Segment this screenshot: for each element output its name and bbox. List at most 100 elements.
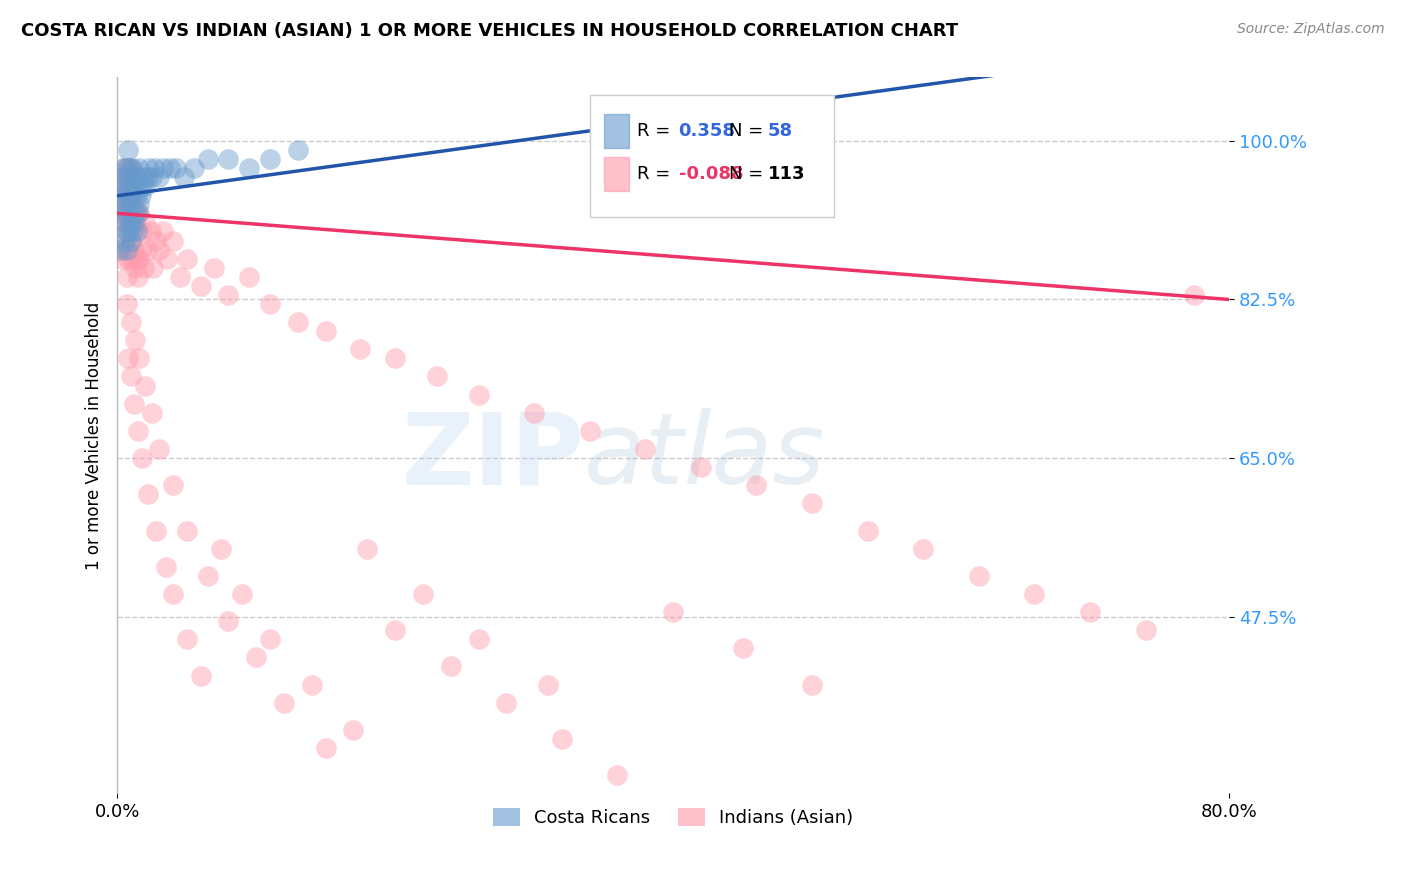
Point	[117, 197, 139, 211]
Point	[122, 179, 145, 194]
Point	[120, 315, 142, 329]
Point	[124, 333, 146, 347]
Point	[115, 297, 138, 311]
Point	[129, 188, 152, 202]
Point	[287, 315, 309, 329]
Point	[315, 324, 337, 338]
Point	[118, 243, 141, 257]
Point	[173, 170, 195, 185]
Point	[128, 197, 150, 211]
Point	[134, 378, 156, 392]
Point	[114, 188, 136, 202]
Point	[176, 632, 198, 647]
Point	[136, 243, 159, 257]
Point	[136, 487, 159, 501]
Point	[245, 650, 267, 665]
Point	[114, 225, 136, 239]
Text: ZIP: ZIP	[401, 409, 583, 506]
Point	[112, 206, 135, 220]
Point	[142, 260, 165, 275]
Point	[356, 541, 378, 556]
Text: atlas: atlas	[583, 409, 825, 506]
Point	[111, 197, 134, 211]
Point	[467, 632, 489, 647]
Point	[127, 206, 149, 220]
Point	[148, 170, 170, 185]
Point	[176, 252, 198, 266]
Point	[112, 197, 135, 211]
Point	[121, 206, 143, 220]
Text: 113: 113	[768, 165, 806, 183]
Point	[384, 624, 406, 638]
Point	[204, 260, 226, 275]
Point	[190, 278, 212, 293]
Text: R =: R =	[637, 122, 671, 140]
Point	[141, 406, 163, 420]
Point	[114, 161, 136, 175]
Point	[110, 215, 132, 229]
Y-axis label: 1 or more Vehicles in Household: 1 or more Vehicles in Household	[86, 301, 103, 569]
Point	[112, 243, 135, 257]
Point	[120, 234, 142, 248]
Point	[162, 234, 184, 248]
Point	[131, 225, 153, 239]
Point	[1078, 605, 1101, 619]
Point	[115, 269, 138, 284]
Point	[162, 587, 184, 601]
Point	[287, 143, 309, 157]
Point	[197, 569, 219, 583]
Point	[551, 731, 574, 746]
Point	[120, 369, 142, 384]
Point	[856, 524, 879, 538]
Point	[217, 152, 239, 166]
Point	[118, 188, 141, 202]
Point	[128, 161, 150, 175]
Point	[117, 161, 139, 175]
Point	[259, 632, 281, 647]
Point	[111, 161, 134, 175]
Point	[127, 225, 149, 239]
Point	[136, 170, 159, 185]
Point	[426, 369, 449, 384]
Point	[121, 225, 143, 239]
Text: Source: ZipAtlas.com: Source: ZipAtlas.com	[1237, 22, 1385, 37]
Point	[122, 397, 145, 411]
Point	[801, 496, 824, 510]
Point	[127, 170, 149, 185]
Point	[523, 406, 546, 420]
Point	[127, 269, 149, 284]
Point	[384, 351, 406, 366]
Point	[145, 524, 167, 538]
Point	[537, 677, 560, 691]
Point	[689, 460, 711, 475]
Point	[111, 188, 134, 202]
Point	[912, 541, 935, 556]
Point	[124, 170, 146, 185]
Point	[108, 170, 131, 185]
Point	[125, 252, 148, 266]
Point	[111, 215, 134, 229]
Point	[141, 170, 163, 185]
Point	[259, 297, 281, 311]
Text: 0.358: 0.358	[679, 122, 735, 140]
Point	[967, 569, 990, 583]
Point	[117, 351, 139, 366]
Point	[273, 696, 295, 710]
Point	[110, 179, 132, 194]
Point	[197, 152, 219, 166]
Point	[121, 188, 143, 202]
Point	[145, 234, 167, 248]
Point	[112, 161, 135, 175]
Point	[190, 668, 212, 682]
Point	[148, 442, 170, 456]
Point	[120, 197, 142, 211]
FancyBboxPatch shape	[589, 95, 834, 217]
Point	[169, 269, 191, 284]
Point	[155, 559, 177, 574]
Point	[117, 197, 139, 211]
Point	[121, 252, 143, 266]
Point	[440, 659, 463, 673]
Point	[122, 215, 145, 229]
Point	[115, 243, 138, 257]
Point	[120, 234, 142, 248]
